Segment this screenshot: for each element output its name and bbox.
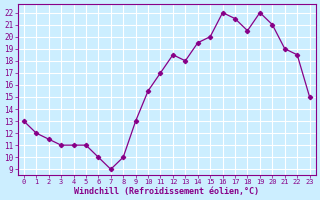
X-axis label: Windchill (Refroidissement éolien,°C): Windchill (Refroidissement éolien,°C): [74, 187, 259, 196]
